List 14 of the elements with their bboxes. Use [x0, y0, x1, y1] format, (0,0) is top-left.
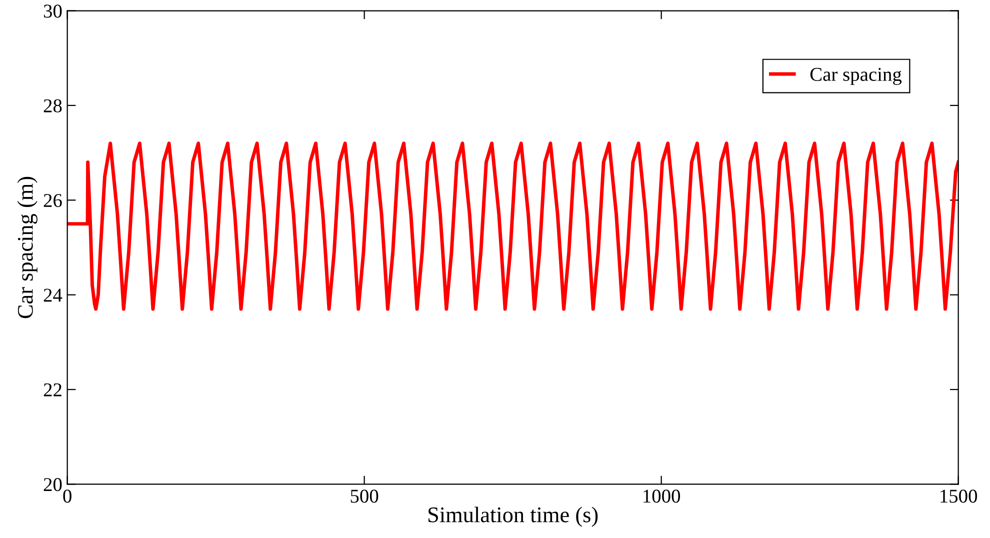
y-tick-label: 20: [44, 478, 62, 492]
x-tick-label: 1000: [644, 490, 680, 503]
y-tick-label: 26: [44, 194, 62, 208]
y-axis-title: Car spacing (m): [17, 176, 38, 318]
y-tick-label: 22: [44, 383, 62, 396]
line-series: [67, 142, 958, 311]
y-tick-label: 30: [44, 4, 62, 18]
x-tick-label: 0: [63, 490, 72, 503]
y-tick-label: 24: [44, 288, 62, 302]
legend-label: Car spacing: [810, 68, 902, 85]
x-tick-label: 500: [350, 490, 378, 503]
y-tick-label: 28: [44, 99, 62, 112]
x-tick-label: 1500: [940, 490, 978, 503]
x-axis-title: Simulation time (s): [428, 506, 598, 527]
